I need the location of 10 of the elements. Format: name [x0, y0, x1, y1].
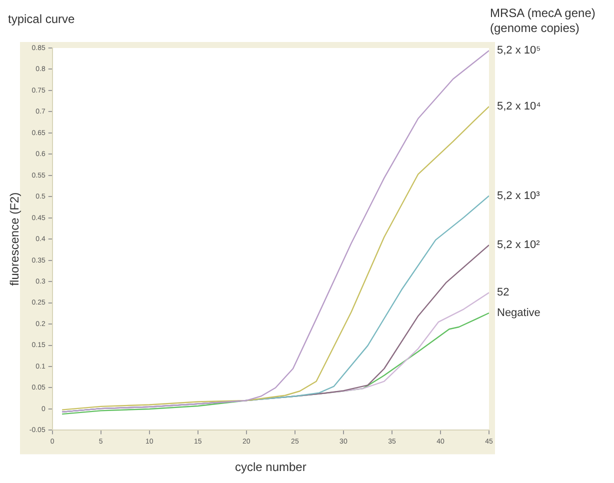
y-axis-title: fluorescence (F2) [8, 192, 22, 286]
x-axis-title: cycle number [234, 460, 306, 474]
chart-title: typical curve [8, 12, 75, 26]
series-label: 5,2 x 10² [497, 239, 540, 252]
series-label: Negative [497, 307, 540, 320]
series-label: 5,2 x 10⁴ [497, 100, 542, 113]
legend-title: MRSA (mecA gene) (genome copies) [490, 6, 596, 36]
series-label: 5,2 x 10³ [497, 190, 540, 202]
series-label: 5,2 x 10⁵ [497, 44, 541, 57]
series-label: 52 [497, 286, 510, 299]
